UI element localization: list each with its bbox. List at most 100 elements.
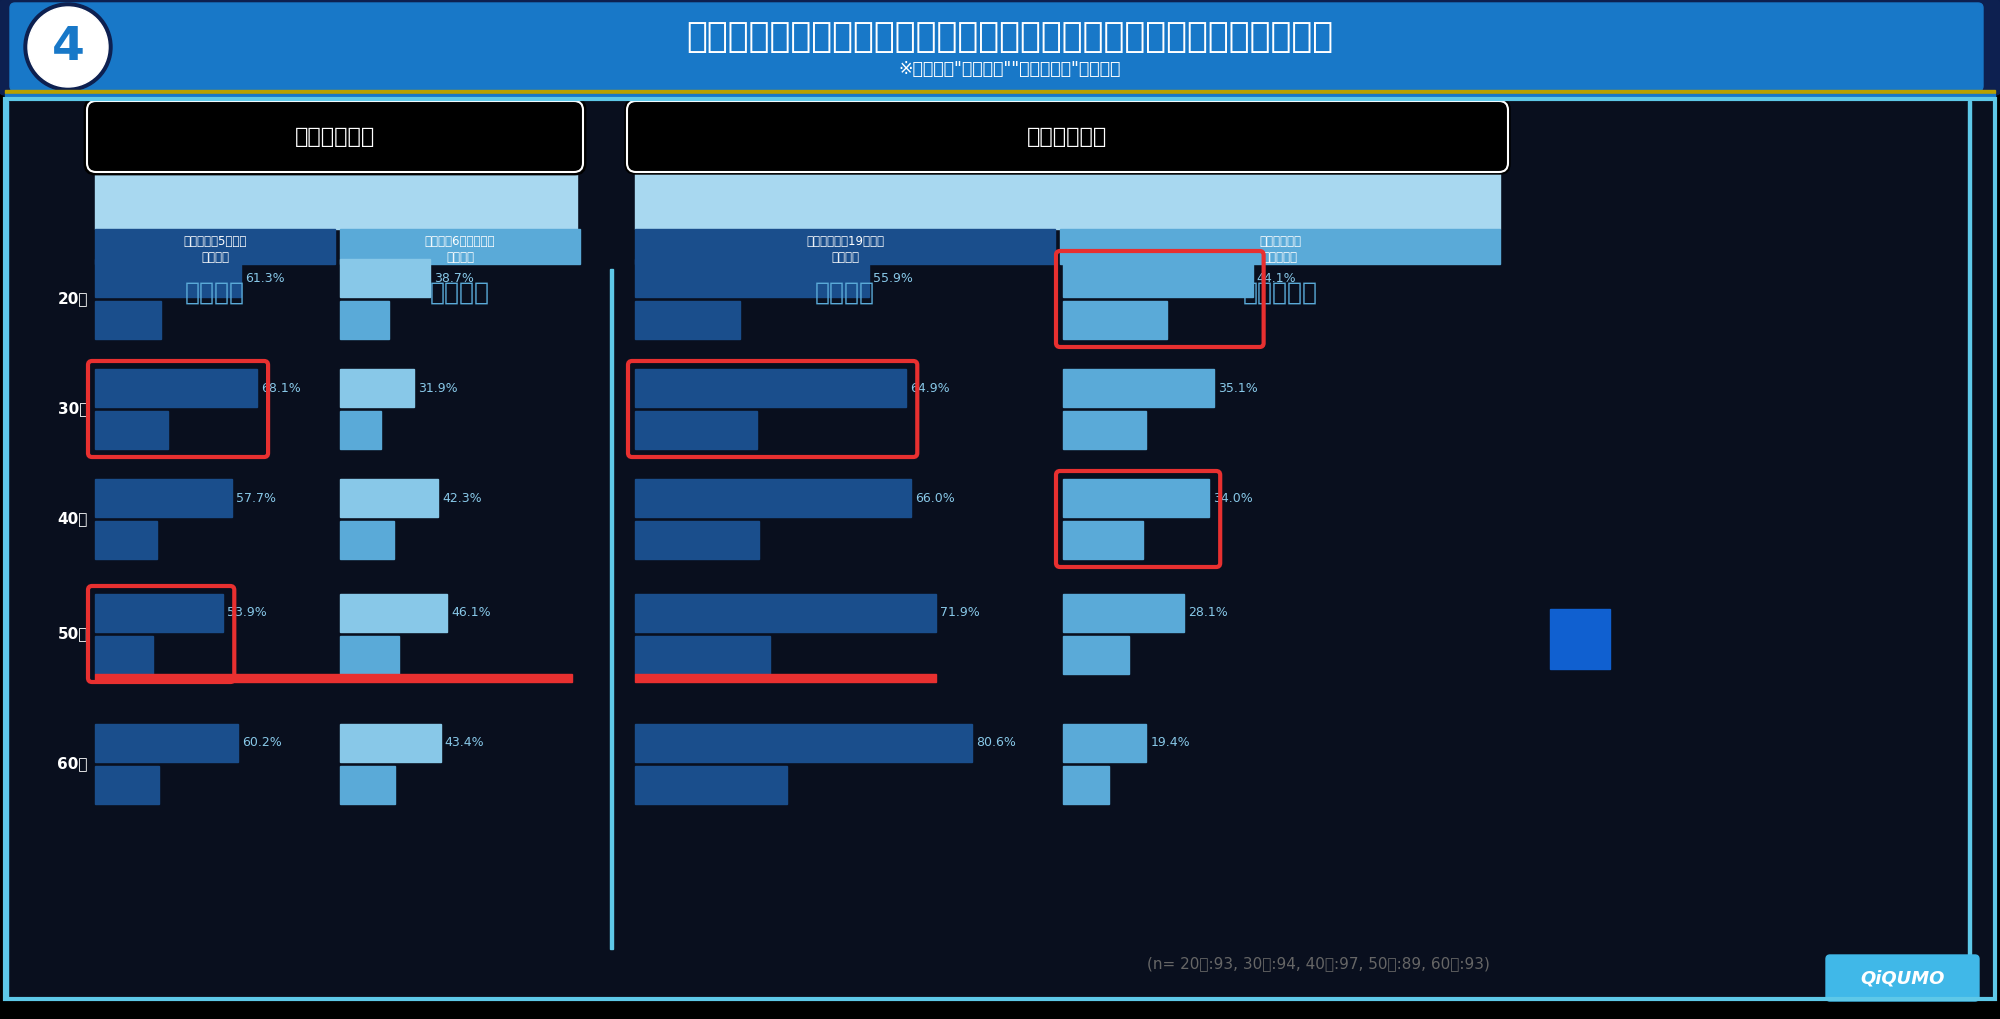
Bar <box>1064 259 1252 297</box>
FancyBboxPatch shape <box>1826 955 1980 1001</box>
Bar <box>636 594 936 632</box>
Bar <box>96 301 160 339</box>
Bar <box>1064 369 1214 407</box>
Bar <box>636 479 910 517</box>
Text: 42.3%: 42.3% <box>442 491 482 504</box>
Bar <box>340 766 396 804</box>
Bar <box>340 259 430 297</box>
Circle shape <box>28 7 108 87</box>
Text: 55.9%: 55.9% <box>872 271 912 284</box>
Bar <box>1064 479 1210 517</box>
Bar <box>96 674 572 682</box>
Bar <box>96 766 160 804</box>
Bar <box>340 479 438 517</box>
Bar <box>96 259 240 297</box>
Circle shape <box>24 3 112 91</box>
Text: 66.0%: 66.0% <box>914 491 954 504</box>
Bar <box>340 725 440 762</box>
Bar <box>96 725 238 762</box>
Bar <box>96 164 576 229</box>
Text: 時間について: 時間について <box>1028 126 1108 147</box>
Bar <box>96 229 336 264</box>
Text: 43.4%: 43.4% <box>444 737 484 750</box>
Bar <box>96 521 156 559</box>
Text: この年末、忘年会に行くとしたら、どのような飲み会が良いですか。: この年末、忘年会に行くとしたら、どのような飲み会が良いですか。 <box>686 20 1334 54</box>
Bar <box>340 369 414 407</box>
Bar <box>340 301 390 339</box>
Bar <box>636 766 786 804</box>
Text: 早い時間（～19時）に
早めたい: 早い時間（～19時）に 早めたい <box>806 234 884 264</box>
Text: 60代: 60代 <box>58 756 88 771</box>
Text: 57.7%: 57.7% <box>236 491 276 504</box>
Text: ※忘年会に"行きたい""行くと思う"人ベース: ※忘年会に"行きたい""行くと思う"人ベース <box>898 60 1122 78</box>
Bar <box>340 411 380 449</box>
FancyBboxPatch shape <box>10 3 1984 91</box>
Bar <box>1064 301 1168 339</box>
Text: 4: 4 <box>52 24 84 69</box>
FancyBboxPatch shape <box>84 99 584 174</box>
Bar <box>636 674 936 682</box>
Bar <box>636 411 758 449</box>
Bar <box>4 101 8 997</box>
Text: 楽しみたい: 楽しみたい <box>1242 281 1318 305</box>
Bar <box>340 521 394 559</box>
Bar <box>1064 521 1144 559</box>
Bar <box>96 479 232 517</box>
Text: 50代: 50代 <box>58 627 88 642</box>
Bar <box>636 725 972 762</box>
Text: 35.1%: 35.1% <box>1218 381 1258 394</box>
Text: 30代: 30代 <box>58 401 88 417</box>
Text: 64.9%: 64.9% <box>910 381 950 394</box>
Text: 飲みたい: 飲みたい <box>184 281 244 305</box>
Text: 60.2%: 60.2% <box>242 737 282 750</box>
Bar <box>1064 594 1184 632</box>
Bar <box>96 594 224 632</box>
Bar <box>610 269 612 949</box>
Text: 40代: 40代 <box>58 512 88 527</box>
Bar <box>1060 229 1500 264</box>
Bar <box>1064 725 1146 762</box>
Text: 71.9%: 71.9% <box>940 606 980 620</box>
Bar <box>96 411 168 449</box>
Text: 大人数（6人以上）で
飲みたい: 大人数（6人以上）で 飲みたい <box>424 234 496 264</box>
Bar <box>1064 636 1130 674</box>
Bar <box>636 301 740 339</box>
Bar <box>636 636 770 674</box>
Text: QiQUMO: QiQUMO <box>1860 969 1946 987</box>
Text: 28.1%: 28.1% <box>1188 606 1228 620</box>
FancyBboxPatch shape <box>0 0 2000 95</box>
Text: 61.3%: 61.3% <box>244 271 284 284</box>
Text: 少人数（～5人）で
飲みたい: 少人数（～5人）で 飲みたい <box>184 234 246 264</box>
Bar <box>4 94 1996 97</box>
Text: 68.1%: 68.1% <box>262 381 300 394</box>
Text: (n= 20代:93, 30代:94, 40代:97, 50代:89, 60代:93): (n= 20代:93, 30代:94, 40代:97, 50代:89, 60代:… <box>1148 957 1490 971</box>
Text: 遅い時間まで
楽しみたい: 遅い時間まで 楽しみたい <box>1260 234 1300 264</box>
Text: 20代: 20代 <box>58 291 88 307</box>
Text: 飲みたい: 飲みたい <box>430 281 490 305</box>
Bar <box>340 594 446 632</box>
Text: 38.7%: 38.7% <box>434 271 474 284</box>
Bar <box>96 636 152 674</box>
Text: 早めたい: 早めたい <box>816 281 876 305</box>
Text: 31.9%: 31.9% <box>418 381 458 394</box>
Bar <box>636 259 868 297</box>
Bar <box>1064 766 1108 804</box>
Text: 46.1%: 46.1% <box>450 606 490 620</box>
Bar <box>636 164 1500 229</box>
Bar <box>1064 411 1146 449</box>
Text: 19.4%: 19.4% <box>1150 737 1190 750</box>
Bar <box>636 521 760 559</box>
Bar <box>1550 609 1610 669</box>
FancyBboxPatch shape <box>624 99 1510 174</box>
Bar <box>8 101 1992 997</box>
Bar <box>340 636 398 674</box>
Bar <box>1968 101 1972 997</box>
Bar <box>4 99 1996 999</box>
Bar <box>4 90 1996 93</box>
Text: 80.6%: 80.6% <box>976 737 1016 750</box>
Text: 人数について: 人数について <box>294 126 376 147</box>
Bar <box>636 369 906 407</box>
Text: 44.1%: 44.1% <box>1256 271 1296 284</box>
Text: 34.0%: 34.0% <box>1214 491 1252 504</box>
Text: 53.9%: 53.9% <box>228 606 268 620</box>
